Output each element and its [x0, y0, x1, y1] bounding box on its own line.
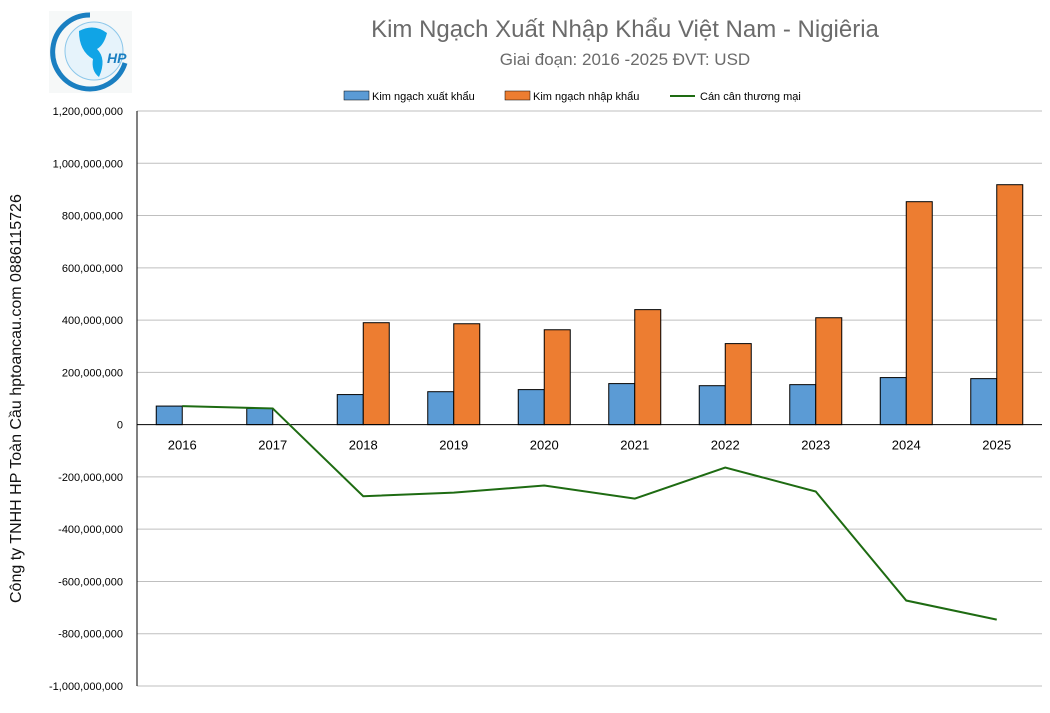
export-bar [608, 383, 636, 426]
import-bar [543, 329, 571, 426]
x-tick-label: 2016 [168, 438, 197, 453]
y-tick-label: -600,000,000 [58, 576, 123, 588]
export-bar [246, 407, 274, 426]
import-bar [724, 343, 752, 426]
y-tick-label: 200,000,000 [62, 367, 123, 379]
import-bar [362, 322, 390, 426]
import-bar [996, 184, 1024, 426]
y-tick-label: 1,000,000,000 [53, 158, 123, 170]
export-bar [789, 384, 817, 426]
legend-swatch [504, 90, 531, 101]
y-tick-label: 600,000,000 [62, 263, 123, 275]
x-tick-label: 2019 [439, 438, 468, 453]
y-tick-label: 400,000,000 [62, 315, 123, 327]
export-bar [427, 391, 455, 426]
x-tick-label: 2023 [801, 438, 830, 453]
import-bar [905, 201, 933, 426]
legend-label: Kim ngạch xuất khẩu [372, 91, 475, 103]
chart-title: Kim Ngạch Xuất Nhập Khẩu Việt Nam - Nigi… [371, 16, 879, 43]
export-bar [698, 385, 726, 426]
export-bar [336, 394, 364, 426]
export-bar [970, 378, 998, 426]
import-bar [453, 323, 481, 426]
x-tick-label: 2021 [620, 438, 649, 453]
chart-subtitle: Giai đoạn: 2016 -2025 ĐVT: USD [499, 50, 751, 69]
y-tick-label: 0 [117, 420, 123, 432]
company-logo: HP [49, 11, 132, 93]
import-bar [815, 317, 843, 426]
svg-text:HP: HP [107, 50, 127, 66]
export-bar [517, 389, 545, 426]
x-tick-label: 2018 [349, 438, 378, 453]
import-bar [634, 309, 662, 426]
y-tick-label: -400,000,000 [58, 524, 123, 536]
x-tick-label: 2024 [892, 438, 921, 453]
y-tick-label: -200,000,000 [58, 472, 123, 484]
x-tick-label: 2025 [982, 438, 1011, 453]
x-tick-label: 2022 [711, 438, 740, 453]
legend-swatch [343, 90, 370, 101]
export-bar [155, 405, 183, 426]
y-tick-label: 1,200,000,000 [53, 106, 123, 118]
legend-label: Cán cân thương mại [700, 91, 801, 103]
x-tick-label: 2020 [530, 438, 559, 453]
legend-label: Kim ngạch nhập khẩu [533, 91, 639, 103]
export-bar [879, 377, 907, 426]
y-tick-label: 800,000,000 [62, 211, 123, 223]
x-tick-label: 2017 [258, 438, 287, 453]
balance-line [182, 405, 997, 621]
y-tick-label: -1,000,000,000 [49, 681, 123, 693]
y-tick-label: -800,000,000 [58, 629, 123, 641]
